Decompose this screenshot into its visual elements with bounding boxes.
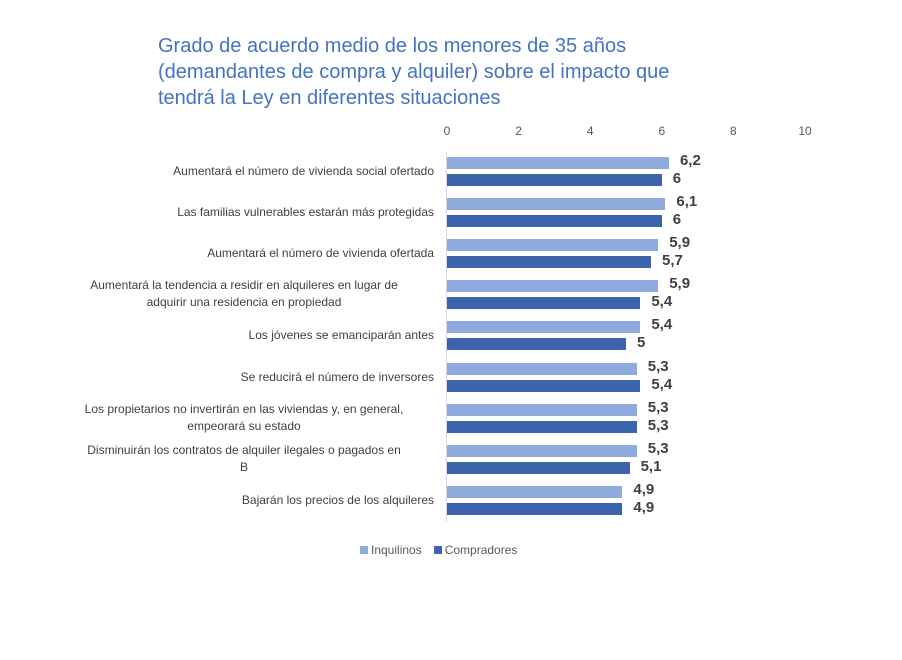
bar-compradores [447,256,652,269]
category-label: Se reducirá el número de inversores [54,369,434,386]
value-label-compradores: 6 [672,211,682,229]
bar-compradores [447,297,641,310]
x-tick: 0 [443,124,451,138]
plot-area: Aumentará el número de vivienda social o… [0,152,902,522]
category-label-line: Los jóvenes se emanciparán antes [248,328,434,343]
value-label-inquilinos: 6,2 [679,152,701,169]
category-label: Los jóvenes se emanciparán antes [54,327,434,344]
bar-compradores [447,338,626,351]
value-label-inquilinos: 6,1 [676,193,698,211]
value-label-inquilinos: 5,3 [647,439,669,457]
category-row: Aumentará el número de vivienda social o… [0,153,902,198]
category-row: Los propietarios no invertirán en las vi… [0,399,902,445]
bar-inquilinos [447,403,637,416]
value-label-compradores: 5,1 [640,457,662,475]
category-label-line: Los propietarios no invertirán en las vi… [84,401,404,416]
category-label: Aumentará el número de vivienda social o… [54,163,434,180]
value-label-compradores: 6 [672,170,682,187]
category-row: Bajarán los precios de los alquileres 4,9… [0,481,902,527]
bar-compradores [447,174,662,186]
value-label-inquilinos: 5,9 [669,234,691,252]
chart-title-line: Grado de acuerdo medio de los menores de… [158,35,627,57]
legend-item-compradores: Compradores [433,543,518,557]
bar-compradores [447,502,623,515]
y-axis-line [446,152,447,522]
legend-swatch-inquilinos [360,546,368,554]
bar-compradores [447,215,662,228]
legend-label: Compradores [444,543,518,557]
category-label: Bajarán los precios de los alquileres [54,492,434,509]
chart-title-line: tendrá la Ley en diferentes situaciones [158,87,501,109]
category-label-line: Disminuirán los contratos de alquiler il… [87,442,401,457]
value-label-inquilinos: 5,4 [651,316,673,334]
value-label-inquilinos: 5,3 [647,357,669,375]
category-label: Las familias vulnerables estarán más pro… [54,204,434,221]
bar-compradores [447,461,630,474]
category-row: Disminuirán los contratos de alquiler il… [0,440,902,486]
x-tick: 2 [515,124,522,138]
category-label-line: Aumentará la tendencia a residir en alqu… [90,278,398,293]
value-label-compradores: 5,3 [647,416,669,434]
bar-inquilinos [447,321,641,334]
category-row: Se reducirá el número de inversores 5,3 5,… [0,358,902,404]
x-tick: 4 [586,124,594,138]
chart-title: Grado de acuerdo medio de los menores de… [158,33,778,111]
category-label-line: B [239,459,248,474]
category-label: Disminuirán los contratos de alquiler il… [54,442,434,476]
legend: Inquilinos Compradores [360,543,517,557]
category-label-line: Se reducirá el número de inversores [240,369,434,384]
x-tick: 8 [730,124,737,138]
category-label-line: Aumentará el número de vivienda social o… [173,164,434,178]
chart-title-line: (demandantes de compra y alquiler) sobre… [158,61,670,83]
value-label-inquilinos: 5,3 [647,398,669,416]
category-label-line: empeorará su estado [187,418,301,433]
value-label-inquilinos: 5,9 [669,275,691,293]
category-row: Los jóvenes se emanciparán antes 5,4 5 [0,317,902,362]
bar-compradores [447,420,637,433]
legend-label: Inquilinos [371,543,422,557]
value-label-compradores: 5 [637,334,646,352]
category-label: Aumentará la tendencia a residir en alqu… [54,277,434,311]
category-label: Los propietarios no invertirán en las vi… [54,401,434,435]
value-label-compradores: 5,7 [662,252,683,270]
value-label-compradores: 5,4 [651,293,673,311]
bar-inquilinos [447,198,666,211]
category-label-line: Aumentará el número de vivienda ofertada [207,246,434,261]
value-label-inquilinos: 4,9 [633,480,655,498]
x-tick: 10 [798,124,812,138]
bar-inquilinos [447,280,659,293]
bar-inquilinos [447,444,637,457]
category-label-line: adquirir una residencia en propiedad [146,295,342,310]
bar-inquilinos [447,485,623,498]
x-tick: 6 [658,124,666,138]
x-axis-ticks: 0 2 4 6 8 10 [0,124,902,144]
category-label-line: Bajarán los precios de los alquileres [241,492,434,507]
value-label-compradores: 5,4 [651,375,673,393]
bar-compradores [447,379,641,392]
bar-inquilinos [447,362,637,375]
category-label: Aumentará el número de vivienda ofertada [54,245,434,262]
legend-item-inquilinos: Inquilinos [360,543,422,557]
bar-inquilinos [447,239,659,252]
category-row: Aumentará la tendencia a residir en alqu… [0,276,902,321]
category-row: Las familias vulnerables estarán más pro… [0,194,902,239]
value-label-compradores: 4,9 [633,498,655,516]
category-label-line: Las familias vulnerables estarán más pro… [177,205,434,220]
bar-inquilinos [447,157,669,169]
legend-swatch-compradores [433,546,442,554]
category-row: Aumentará el número de vivienda ofertada… [0,235,902,280]
